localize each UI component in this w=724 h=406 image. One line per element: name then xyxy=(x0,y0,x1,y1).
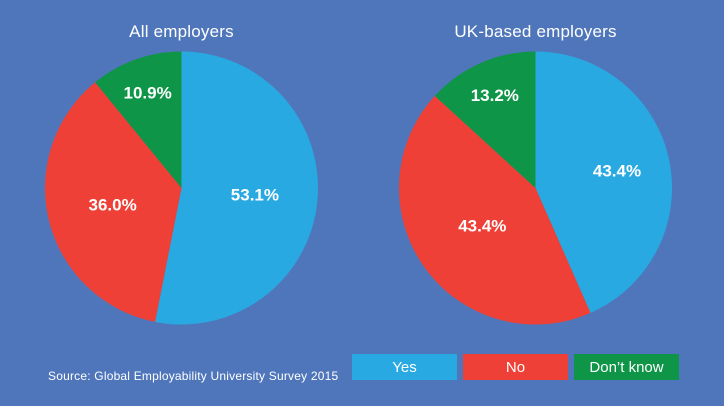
pie-uk-based-slice-don-t-know xyxy=(434,51,536,188)
pie-all-employers-slice-no xyxy=(44,82,182,322)
slice-label-yes: 53.1% xyxy=(231,186,279,205)
legend-label-yes: Yes xyxy=(392,358,417,376)
pie-uk-based-slice-no xyxy=(399,95,591,325)
source-caption: Source: Global Employability University … xyxy=(48,369,339,383)
pie-all-employers-slice-don-t-know xyxy=(95,51,182,188)
legend-label-dont-know: Don’t know xyxy=(589,358,664,376)
legend-item-no: No xyxy=(463,354,568,380)
legend-item-yes: Yes xyxy=(352,354,457,380)
slice-label-yes: 43.4% xyxy=(593,161,641,180)
pie-uk-based-slice-yes xyxy=(535,51,673,313)
chart-title-uk-based-employers: UK-based employers xyxy=(454,22,617,41)
pie-all-employers-slice-yes xyxy=(155,51,318,325)
legend-item-dont-know: Don’t know xyxy=(574,354,679,380)
slice-label-no: 36.0% xyxy=(88,196,136,215)
legend-label-no: No xyxy=(505,358,526,376)
legend: Yes No Don’t know xyxy=(352,354,679,380)
slice-label-don-t-know: 10.9% xyxy=(123,83,171,102)
chart-title-all-employers: All employers xyxy=(129,22,234,41)
slice-label-don-t-know: 13.2% xyxy=(471,86,519,105)
slice-label-no: 43.4% xyxy=(458,217,506,236)
